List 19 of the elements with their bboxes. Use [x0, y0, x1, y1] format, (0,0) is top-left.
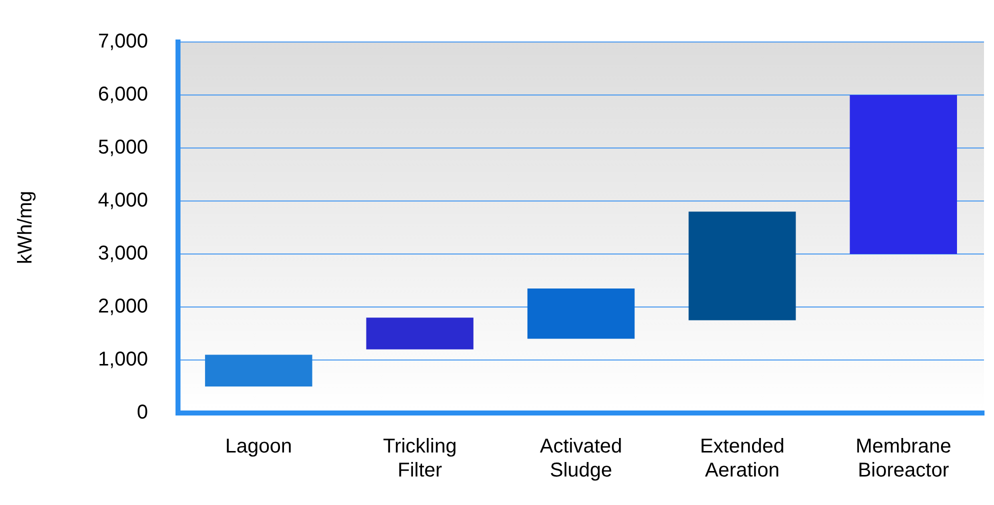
y-tick-label: 4,000	[98, 190, 148, 212]
x-tick-label: Lagoon	[225, 436, 292, 458]
x-tick-label: Extended Aeration	[700, 436, 784, 482]
y-tick-label: 3,000	[98, 242, 148, 265]
bar	[527, 288, 635, 339]
y-tick-label: 0	[136, 402, 148, 424]
bar	[850, 95, 957, 254]
x-tick-label: Activated Sludge	[540, 436, 622, 482]
y-tick-label: 6,000	[98, 84, 148, 106]
x-tick-label: Membrane Bioreactor	[856, 436, 952, 482]
y-tick-label: 2,000	[98, 296, 148, 318]
bar	[366, 318, 474, 350]
x-tick-label: Trickling Filter	[382, 436, 457, 482]
bar	[205, 354, 312, 386]
bar	[688, 212, 796, 320]
y-tick-label: 1,000	[98, 348, 148, 371]
y-tick-label: 7,000	[98, 30, 148, 53]
y-axis-title: kWh/mg	[14, 190, 37, 264]
y-tick-label: 5,000	[98, 136, 148, 159]
